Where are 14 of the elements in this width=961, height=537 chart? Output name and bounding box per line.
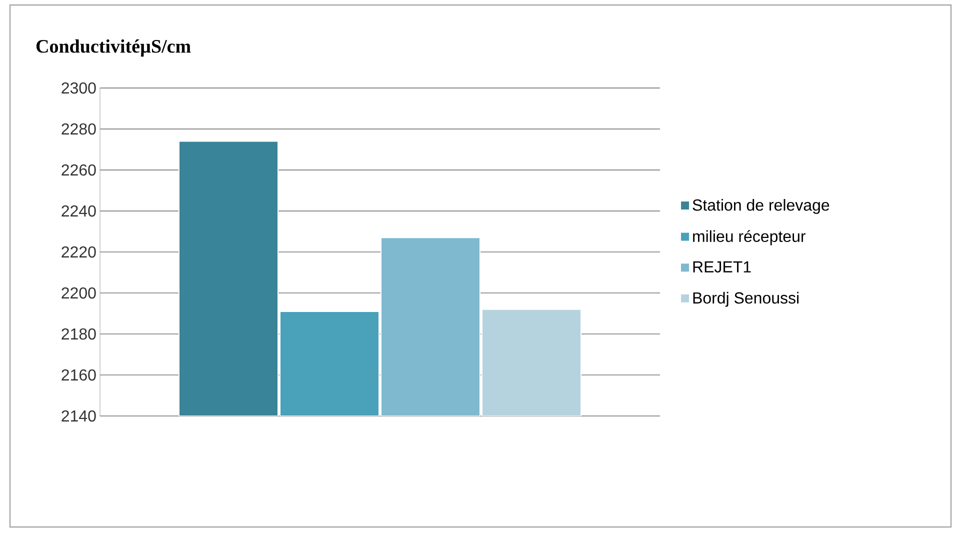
chart-title: ConductivitéµS/cm [36,39,191,57]
legend-label: Station de relevage [692,199,830,214]
legend-label: milieu récepteur [693,230,806,246]
y-tick-label: 2140 [62,410,96,422]
y-tick-label: 2280 [62,123,96,135]
y-tick-label: 2260 [62,164,96,176]
y-tick-label: 2180 [62,328,96,340]
legend-label: Bordj Senoussi [693,292,799,307]
y-tick-label: 2300 [62,82,96,94]
y-tick-label: 2160 [62,369,96,381]
y-tick-label: 2200 [62,287,96,299]
legend-label: REJET1 [693,261,751,273]
y-tick-label: 2220 [62,246,96,258]
y-tick-label: 2240 [62,205,96,217]
